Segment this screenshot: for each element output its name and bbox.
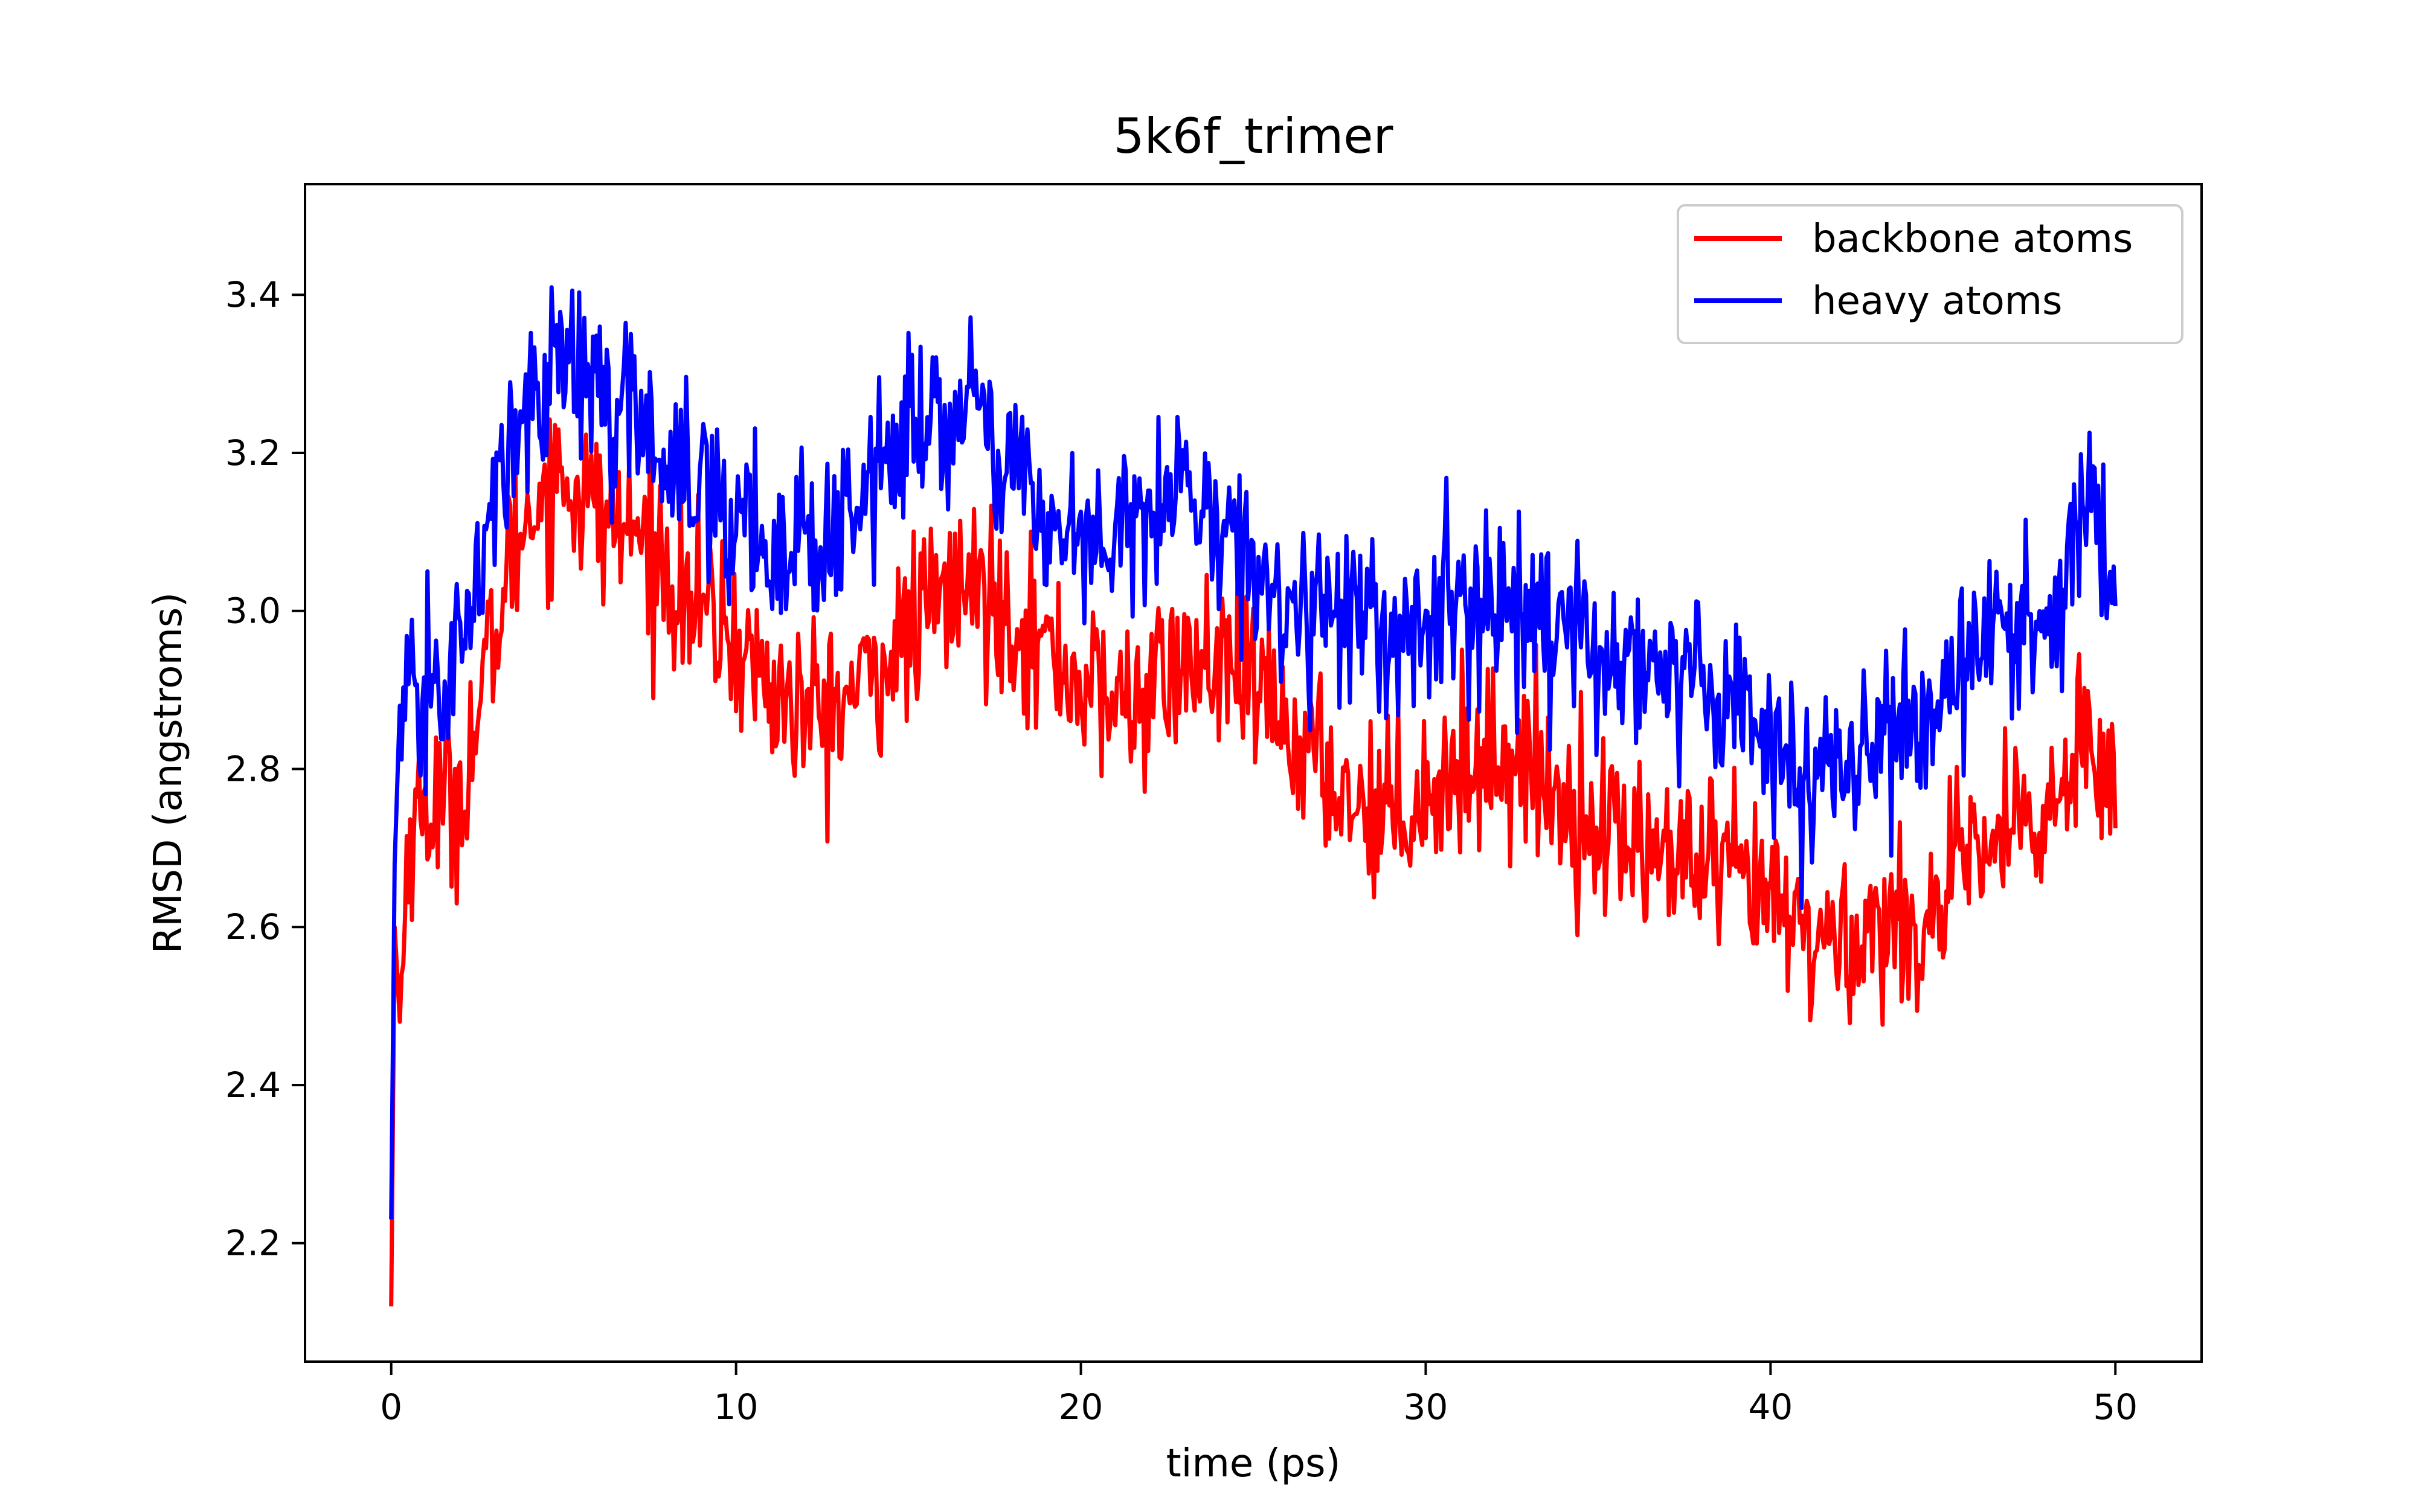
legend: backbone atoms heavy atoms bbox=[1677, 204, 2183, 344]
x-tick-label: 10 bbox=[714, 1386, 759, 1427]
y-tick-label: 2.2 bbox=[225, 1223, 281, 1264]
y-tick-label: 2.6 bbox=[225, 906, 281, 947]
y-axis-ticks: 2.2 2.4 2.6 2.8 3.0 3.2 3.4 bbox=[225, 274, 305, 1264]
y-tick-label: 3.2 bbox=[225, 432, 281, 473]
x-tick-label: 20 bbox=[1059, 1386, 1104, 1427]
chart-title: 5k6f_trimer bbox=[1114, 108, 1393, 164]
y-axis-label: RMSD (angstroms) bbox=[146, 592, 191, 953]
plot-area bbox=[389, 285, 2118, 1307]
y-tick-label: 3.0 bbox=[225, 591, 281, 632]
plot-frame bbox=[304, 183, 2203, 1363]
legend-label-heavy: heavy atoms bbox=[1812, 279, 2062, 324]
legend-label-backbone: backbone atoms bbox=[1812, 217, 2133, 261]
y-tick-label: 2.4 bbox=[225, 1065, 281, 1106]
x-axis-ticks: 0 10 20 30 40 50 bbox=[380, 1362, 2138, 1427]
legend-box bbox=[1677, 204, 2183, 344]
x-tick-label: 0 bbox=[380, 1386, 402, 1427]
y-tick-label: 2.8 bbox=[225, 748, 281, 789]
x-axis-label: time (ps) bbox=[1166, 1441, 1341, 1486]
x-tick-label: 50 bbox=[2093, 1386, 2138, 1427]
x-tick-label: 40 bbox=[1748, 1386, 1793, 1427]
series-line-heavy bbox=[389, 285, 2118, 1220]
x-tick-label: 30 bbox=[1404, 1386, 1448, 1427]
series-layer bbox=[389, 285, 2118, 1307]
y-tick-label: 3.4 bbox=[225, 274, 281, 315]
